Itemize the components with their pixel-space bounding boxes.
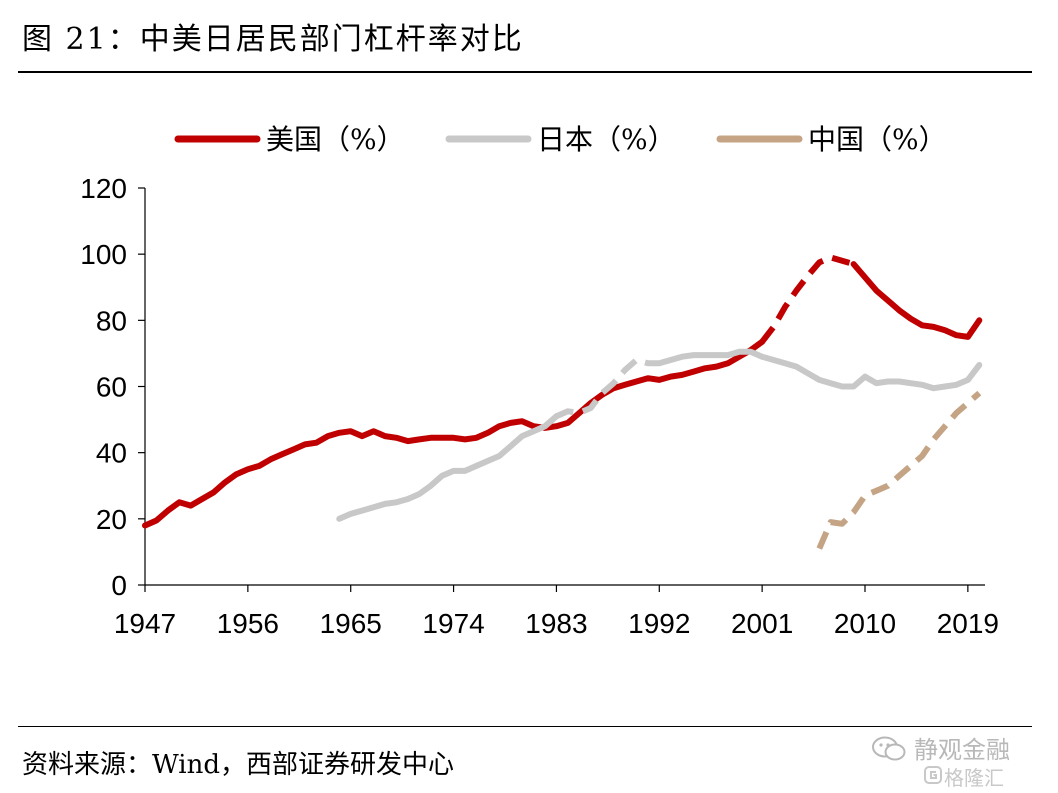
y-tick-label: 120	[80, 173, 127, 204]
source-rule	[18, 726, 1032, 727]
chart-legend: 美国（%） 日本（%） 中国（%）	[174, 123, 947, 156]
x-tick-label: 2001	[731, 608, 793, 639]
x-tick-label: 1992	[628, 608, 690, 639]
watermark-brand: 格隆汇	[944, 766, 1004, 790]
y-tick-label: 100	[80, 239, 127, 270]
x-tick-label: 1956	[217, 608, 279, 639]
legend-label: 美国（%）	[266, 123, 405, 156]
chart-series	[142, 254, 983, 550]
x-tick-label: 2019	[937, 608, 999, 639]
series-line	[142, 338, 766, 529]
figure-title: 图 21：中美日居民部门杠杆率对比	[22, 22, 524, 57]
wechat-icon	[872, 736, 906, 761]
source-note: 资料来源：Wind，西部证券研发中心	[22, 750, 454, 780]
y-tick-label: 0	[111, 570, 127, 601]
legend-label: 日本（%）	[537, 123, 676, 156]
y-tick-label: 60	[96, 372, 127, 403]
watermark: 静观金融 格隆汇	[872, 728, 1052, 790]
legend-label: 中国（%）	[808, 123, 947, 156]
title-rule	[18, 71, 1032, 73]
x-tick-label: 1947	[114, 608, 176, 639]
series-line	[850, 261, 983, 340]
y-tick-label: 80	[96, 305, 127, 336]
x-tick-label: 1983	[525, 608, 587, 639]
series-line	[816, 390, 982, 550]
y-tick-label: 20	[96, 504, 127, 535]
series-line	[336, 413, 560, 522]
x-tick-label: 1974	[422, 608, 484, 639]
x-tick-label: 2010	[834, 608, 896, 639]
chart-axes: 0 20 40 60 80 100 120 1947 1956 1965 1974 1983 1992 2…	[80, 173, 999, 639]
series-line	[759, 254, 855, 344]
series-line	[644, 348, 983, 392]
watermark-text: 静观金融	[914, 736, 1010, 764]
y-tick-label: 40	[96, 438, 127, 469]
series-line	[555, 357, 649, 420]
gelonghui-logo-icon	[924, 766, 942, 784]
x-tick-label: 1965	[320, 608, 382, 639]
